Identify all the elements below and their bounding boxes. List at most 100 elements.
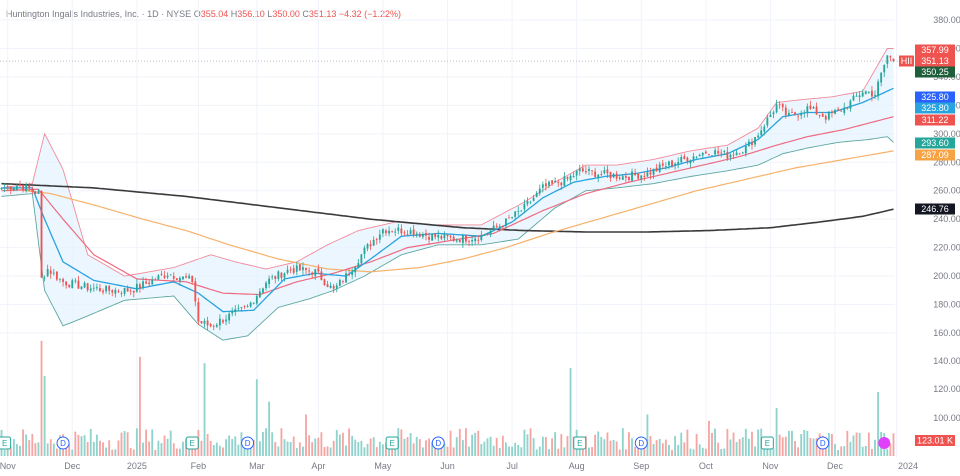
bollinger-fill: [1, 48, 894, 341]
volume-bar: [71, 449, 74, 456]
candle-body: [806, 106, 809, 113]
candle-body: [255, 296, 258, 304]
volume-bar: [200, 440, 203, 456]
volume-bar: [425, 440, 427, 456]
candle-body: [114, 289, 117, 294]
candle-body: [166, 275, 169, 278]
volume-bar: [55, 448, 58, 456]
indicator-tag-value: 325.80: [921, 92, 949, 102]
candle-body: [520, 210, 523, 212]
volume-bar: [554, 432, 557, 456]
volume-bar: [80, 436, 83, 456]
volume-bar: [360, 440, 363, 456]
volume-bar: [302, 446, 304, 456]
interval-label[interactable]: 1D: [147, 9, 159, 19]
candle-body: [560, 182, 563, 186]
candle-body: [191, 275, 194, 282]
candle-body: [163, 275, 166, 278]
candle-body: [729, 154, 732, 158]
volume-bar: [597, 431, 600, 456]
candle-body: [689, 160, 692, 164]
volume-bar: [511, 446, 514, 456]
candle-body: [28, 185, 31, 189]
candle-body: [421, 234, 424, 237]
volume-bar: [646, 414, 649, 456]
volume-bar: [409, 433, 412, 456]
volume-bar: [102, 442, 104, 456]
candle-body: [563, 176, 566, 186]
volume-bar: [784, 436, 787, 456]
volume-bar: [704, 448, 707, 456]
candle-body: [194, 281, 197, 302]
earnings-marker-label: E: [389, 439, 394, 448]
volume-bar: [151, 429, 154, 456]
candle-body: [77, 280, 80, 289]
candle-body: [31, 189, 34, 192]
candle-body: [886, 55, 889, 64]
moving-averages: [1, 87, 894, 313]
time-axis[interactable]: Nov Dec 2025 Feb Mar Apr May Jun Jul Aug Sep Oct Nov…: [0, 461, 918, 471]
volume-bar: [698, 444, 701, 456]
candle-body: [575, 170, 578, 176]
candle-body: [831, 111, 833, 113]
volume-bar: [686, 429, 689, 456]
volume-bar: [289, 442, 292, 456]
candle-body: [145, 281, 148, 284]
candle-body: [477, 239, 480, 241]
candle-body: [591, 170, 593, 172]
candle-body: [692, 156, 695, 160]
candle-body: [372, 239, 375, 246]
candle-body: [634, 172, 637, 175]
volume-bar: [643, 446, 646, 456]
candle-body: [480, 235, 483, 240]
candle-body: [827, 111, 830, 120]
candle-body: [92, 287, 95, 289]
volume-bar: [624, 449, 627, 456]
candle-body: [295, 265, 298, 272]
volume-bar: [477, 430, 480, 456]
candle-body: [615, 173, 618, 179]
dividend-marker: [241, 436, 255, 450]
candle-body: [594, 171, 597, 178]
volume-bar: [345, 445, 347, 456]
volume-bar: [74, 431, 77, 456]
candle-body: [877, 81, 880, 97]
price-tick-label: 240.00: [933, 214, 960, 224]
volume-bar: [461, 440, 464, 456]
candle-body: [566, 177, 569, 179]
volume-bar: [498, 448, 501, 456]
volume-bar: [603, 439, 606, 456]
candle-body: [326, 284, 329, 288]
candle-body: [409, 230, 412, 235]
candle-body: [0, 187, 3, 190]
time-tick-label: Nov: [762, 461, 779, 471]
volume-bar: [668, 444, 670, 456]
candle-body: [668, 161, 670, 166]
candle-body: [637, 173, 640, 179]
candle-body: [434, 233, 437, 238]
candle-body: [486, 233, 489, 235]
volume-bar: [68, 444, 71, 456]
volume-bar: [418, 439, 421, 456]
candle-body: [443, 234, 446, 239]
time-tick-label: Jul: [506, 461, 518, 471]
volume-bar: [372, 437, 375, 456]
volume-bar: [148, 441, 151, 456]
volume-bar: [726, 428, 729, 456]
candle-body: [446, 234, 449, 237]
low-value: 350.00: [272, 9, 300, 19]
candle-body: [203, 320, 206, 324]
dividend-marker-label: D: [820, 439, 826, 448]
volume-bar: [471, 434, 474, 456]
candle-body: [578, 168, 581, 172]
volume-bar: [86, 442, 89, 456]
candle-body: [597, 174, 600, 179]
candle-body: [680, 157, 683, 163]
candle-body: [68, 284, 71, 288]
candle-body: [102, 290, 104, 293]
time-tick-label: Oct: [699, 461, 714, 471]
volume-bar: [169, 430, 172, 456]
indicator-tag: [915, 114, 955, 126]
